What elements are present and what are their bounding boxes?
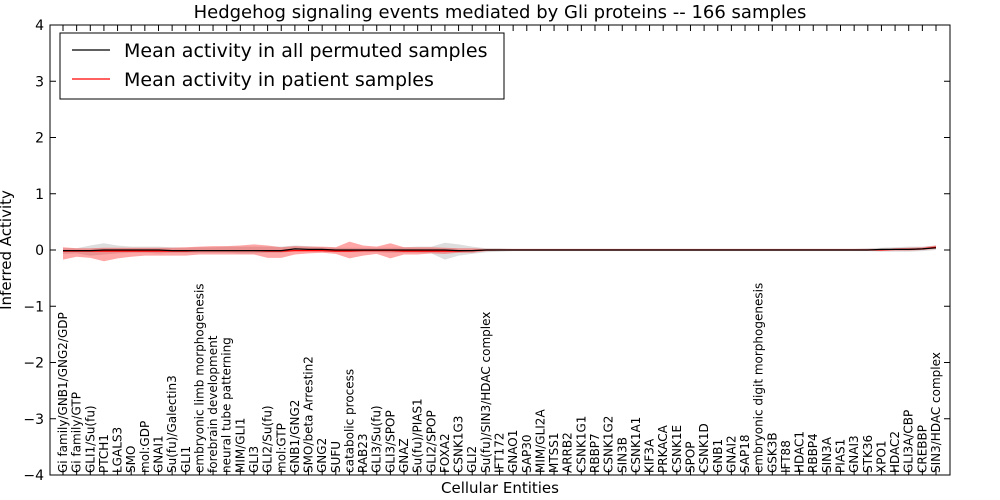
- x-tick-label: GNB1: [711, 439, 725, 473]
- y-tick-label: 3: [35, 74, 44, 90]
- x-tick-label: PIAS1: [834, 439, 848, 473]
- x-tick-label: GNAI2: [724, 435, 738, 473]
- legend-label-patient: Mean activity in patient samples: [124, 69, 434, 91]
- x-tick-label: FOXA2: [438, 433, 452, 473]
- x-tick-label: XPO1: [874, 440, 888, 473]
- x-tick-label: GLI3/SPOP: [383, 410, 397, 473]
- y-axis-label: Inferred Activity: [0, 190, 15, 310]
- x-tick-label: RAB23: [356, 433, 370, 473]
- permuted-band: [63, 242, 936, 260]
- x-tick-label: GNAO1: [506, 430, 520, 473]
- x-tick-label: mol:GDP: [138, 421, 152, 473]
- y-tick-label: 2: [35, 131, 44, 147]
- x-tick-label: Su(fu)/Galectin3: [165, 375, 179, 473]
- x-tick-label: mol:GTP: [274, 423, 288, 473]
- x-tick-label: CSNK1G1: [574, 416, 588, 473]
- y-tick-label: −2: [23, 356, 44, 372]
- x-tick-label: MIM/GLI1: [233, 418, 247, 473]
- x-tick-label: CSNK1G2: [602, 416, 616, 473]
- x-tick-label: CSNK1D: [697, 423, 711, 473]
- x-tick-label: ARRB2: [561, 432, 575, 473]
- x-tick-label: GNG2: [315, 438, 329, 473]
- x-tick-label: CREBBP: [915, 425, 929, 473]
- x-tick-label: SPOP: [684, 441, 698, 473]
- x-tick-label: neural tube patterning: [220, 337, 234, 473]
- x-tick-label: CSNK1G3: [452, 416, 466, 473]
- x-tick-label: SIN3B: [615, 437, 629, 473]
- legend-label-permuted: Mean activity in all permuted samples: [124, 40, 487, 62]
- patient-band: [63, 241, 936, 262]
- x-tick-label: GNAI3: [847, 435, 861, 473]
- x-tick-label: CSNK1A1: [629, 417, 643, 473]
- x-tick-label: IFT88: [779, 440, 793, 473]
- x-tick-label: GNAI1: [152, 435, 166, 473]
- permuted-line: [63, 247, 937, 252]
- x-tick-label: CSNK1E: [670, 425, 684, 473]
- y-tick-label: 4: [35, 18, 44, 34]
- x-tick-label: SIN3/HDAC complex: [929, 352, 943, 473]
- x-tick-label: GSK3B: [765, 432, 779, 473]
- y-axis-ticks: −4 −3 −2 −1 0 1 2 3 4: [23, 18, 950, 484]
- x-tick-label: PRKACA: [656, 424, 670, 473]
- series-lines: [63, 246, 937, 252]
- x-tick-label: embryonic digit morphogenesis: [752, 283, 766, 473]
- x-tick-label: GLI2/SPOP: [424, 410, 438, 473]
- x-axis-ticks: Gi family/GNB1/GNG2/GDP Gi family/GTP GLI1…: [56, 25, 943, 475]
- x-tick-label: GLI1: [179, 446, 193, 473]
- x-tick-label: RBBP4: [806, 433, 820, 473]
- x-tick-label: GLI3A/CBP: [902, 410, 916, 473]
- x-tick-label: SAP18: [738, 434, 752, 473]
- x-tick-label: Su(fu)/SIN3/HDAC complex: [479, 312, 493, 473]
- x-tick-label: Gi family/GNB1/GNG2/GDP: [56, 312, 70, 473]
- x-tick-label: LGALS3: [111, 427, 125, 473]
- x-tick-label: PTCH1: [97, 434, 111, 473]
- chart-title: Hedgehog signaling events mediated by Gl…: [194, 2, 807, 23]
- x-tick-label: STK36: [861, 435, 875, 473]
- x-tick-label: KIF3A: [643, 438, 657, 473]
- x-tick-label: GLI3/Su(fu): [370, 405, 384, 473]
- x-tick-label: embryonic limb morphogenesis: [192, 283, 206, 473]
- x-tick-label: Gi family/GTP: [70, 392, 84, 473]
- x-tick-label: forebrain development: [206, 335, 220, 473]
- y-tick-label: 0: [35, 243, 44, 259]
- x-tick-label: SUFU: [329, 441, 343, 473]
- y-tick-label: −3: [23, 412, 44, 428]
- y-tick-label: −4: [23, 468, 44, 484]
- x-tick-label: GLI2: [465, 446, 479, 473]
- x-tick-label: HDAC1: [793, 431, 807, 473]
- x-tick-label: IFT172: [493, 433, 507, 473]
- x-tick-label: SMO: [124, 446, 138, 473]
- x-tick-label: SIN3A: [820, 436, 834, 473]
- x-tick-label: GNB1/GNG2: [288, 400, 302, 473]
- x-tick-label: SMO/beta Arrestin2: [302, 356, 316, 473]
- x-tick-label: HDAC2: [888, 431, 902, 473]
- x-tick-label: GLI3: [247, 446, 261, 473]
- x-tick-label: MIM/GLI2A: [533, 409, 547, 473]
- x-tick-label: catabolic process: [343, 369, 357, 473]
- legend: Mean activity in all permuted samples Me…: [59, 32, 505, 100]
- legend-box: [59, 32, 505, 100]
- plot-frame: [49, 24, 951, 476]
- y-tick-label: 1: [35, 187, 44, 203]
- x-tick-label: MTSS1: [547, 432, 561, 473]
- y-tick-label: −1: [23, 299, 44, 315]
- x-tick-label: RBBP7: [588, 433, 602, 473]
- x-tick-label: GLI2/Su(fu): [261, 405, 275, 473]
- x-tick-label: GNAZ: [397, 438, 411, 473]
- x-tick-label: Su(fu)/PIAS1: [411, 398, 425, 473]
- x-axis-label: Cellular Entities: [441, 479, 559, 497]
- x-tick-label: GLI1/Su(fu): [83, 405, 97, 473]
- x-tick-label: SAP30: [520, 434, 534, 473]
- confidence-bands: [63, 241, 936, 262]
